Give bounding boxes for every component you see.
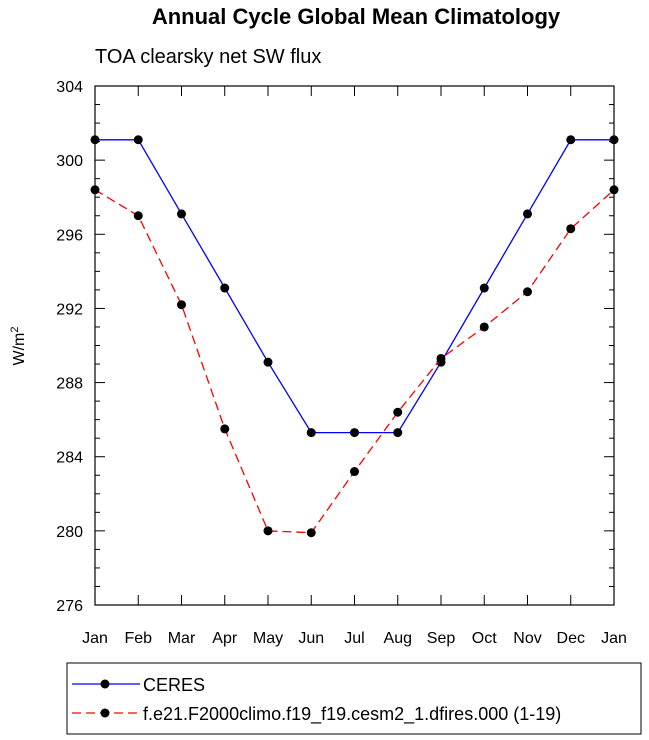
series-1-point xyxy=(306,528,316,538)
y-tick-label: 280 xyxy=(56,524,83,541)
x-tick-label: Mar xyxy=(168,630,196,647)
series-1-point xyxy=(220,424,230,434)
legend-box xyxy=(66,662,642,735)
series-0-point xyxy=(609,135,619,145)
legend-marker-0 xyxy=(100,679,110,689)
series-0-point xyxy=(393,428,403,438)
x-tick-label: Jan xyxy=(82,630,108,647)
series-1-point xyxy=(263,526,273,536)
series-0-point xyxy=(133,135,143,145)
legend-marker-1 xyxy=(100,708,110,718)
series-0-point xyxy=(350,428,359,438)
series-1-point xyxy=(177,300,186,310)
x-tick-label: Sep xyxy=(427,630,456,647)
x-tick-label: Nov xyxy=(513,630,541,647)
series-1-point xyxy=(566,224,576,234)
legend-label-0: CERES xyxy=(143,675,205,695)
series-line-1 xyxy=(94,189,615,534)
plot-frame xyxy=(94,85,615,606)
x-tick-label: Jun xyxy=(298,630,324,647)
legend-items: CERES f.e21.F2000climo.f19_f19.cesm2_1.df… xyxy=(72,675,561,725)
series-0-point xyxy=(177,209,186,219)
series-1-point xyxy=(133,211,143,221)
series-1-point xyxy=(609,185,619,195)
y-tick-label: 300 xyxy=(56,153,83,170)
series-0-point xyxy=(306,428,316,438)
x-tick-label: Dec xyxy=(557,630,585,647)
chart-subtitle: TOA clearsky net SW flux xyxy=(95,46,321,68)
y-axis-label: W/m2 xyxy=(9,327,28,366)
series-1-point xyxy=(479,322,489,332)
legend: CERES f.e21.F2000climo.f19_f19.cesm2_1.df… xyxy=(66,662,642,735)
y-tick-label: 288 xyxy=(56,376,83,393)
x-tick-label: Feb xyxy=(124,630,152,647)
y-tick-label: 292 xyxy=(56,301,83,318)
series-0-point xyxy=(90,135,100,145)
x-tick-label: May xyxy=(253,630,283,647)
series-0-point xyxy=(479,283,489,293)
y-tick-label: 304 xyxy=(56,79,83,96)
series-1-point xyxy=(350,467,359,477)
x-tick-label: Jul xyxy=(344,630,364,647)
x-tick-label: Apr xyxy=(212,630,238,647)
x-tick-label: Oct xyxy=(472,630,497,647)
series-1-point xyxy=(523,287,532,297)
series-layer xyxy=(90,135,619,538)
series-0-point xyxy=(263,357,273,367)
series-0-point xyxy=(523,209,532,219)
series-0-point xyxy=(220,283,230,293)
series-1-point xyxy=(436,353,446,363)
series-1-point xyxy=(90,185,100,195)
x-tick-label: Jan xyxy=(601,630,627,647)
y-axis: 276 280 284 288 292 296 300 304 xyxy=(56,79,614,615)
chart-title: Annual Cycle Global Mean Climatology xyxy=(152,4,561,29)
series-0-point xyxy=(566,135,576,145)
y-tick-label: 276 xyxy=(56,598,83,615)
x-tick-label: Aug xyxy=(384,630,412,647)
y-axis-label-unit: W/m xyxy=(11,333,28,366)
y-axis-label-exponent: 2 xyxy=(9,327,21,333)
y-tick-label: 284 xyxy=(56,450,83,467)
series-1-point xyxy=(393,407,403,417)
legend-label-1: f.e21.F2000climo.f19_f19.cesm2_1.dfires.… xyxy=(143,704,561,725)
x-axis: Jan Feb Mar Apr May Jun Jul Aug Sep Oct Nov Dec Jan xyxy=(82,86,627,647)
y-tick-label: 296 xyxy=(56,227,83,244)
